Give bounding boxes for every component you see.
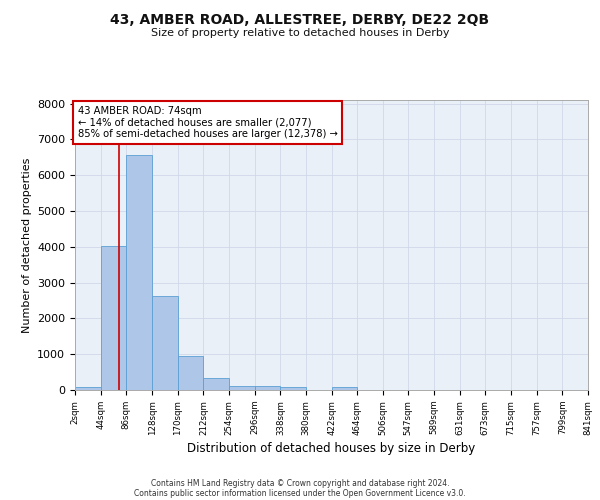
X-axis label: Distribution of detached houses by size in Derby: Distribution of detached houses by size … <box>187 442 476 454</box>
Bar <box>332 387 358 390</box>
Text: 43, AMBER ROAD, ALLESTREE, DERBY, DE22 2QB: 43, AMBER ROAD, ALLESTREE, DERBY, DE22 2… <box>110 12 490 26</box>
Bar <box>280 387 306 390</box>
Bar <box>203 378 229 390</box>
Text: Contains public sector information licensed under the Open Government Licence v3: Contains public sector information licen… <box>134 488 466 498</box>
Y-axis label: Number of detached properties: Number of detached properties <box>22 158 32 332</box>
Text: 43 AMBER ROAD: 74sqm
← 14% of detached houses are smaller (2,077)
85% of semi-de: 43 AMBER ROAD: 74sqm ← 14% of detached h… <box>77 106 337 139</box>
Text: Size of property relative to detached houses in Derby: Size of property relative to detached ho… <box>151 28 449 38</box>
Bar <box>229 386 255 390</box>
Bar <box>101 246 127 390</box>
Bar <box>178 356 203 390</box>
Bar <box>127 156 152 390</box>
Bar <box>255 386 280 390</box>
Bar <box>152 296 178 390</box>
Bar <box>75 388 101 390</box>
Text: Contains HM Land Registry data © Crown copyright and database right 2024.: Contains HM Land Registry data © Crown c… <box>151 478 449 488</box>
